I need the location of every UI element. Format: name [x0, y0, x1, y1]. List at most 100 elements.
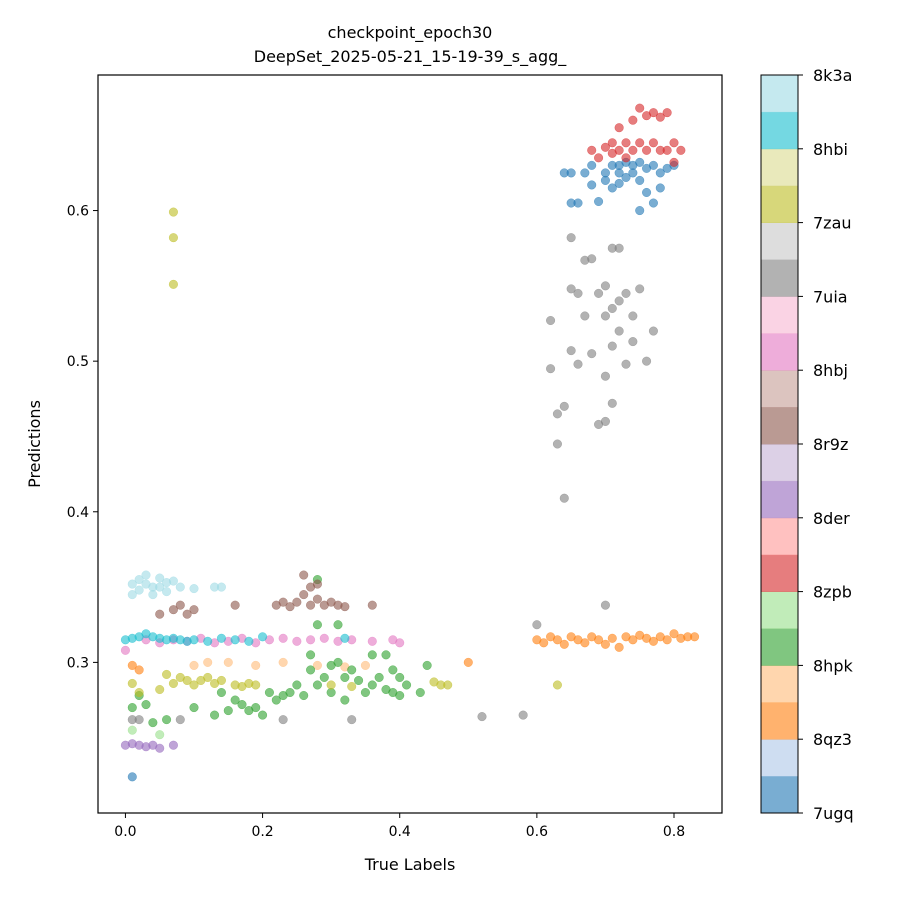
data-point	[340, 633, 350, 643]
data-point	[395, 672, 405, 683]
data-point	[587, 254, 597, 264]
data-point	[580, 168, 590, 178]
data-point	[552, 680, 562, 690]
data-point	[648, 160, 658, 170]
y-tick-label: 0.5	[67, 354, 89, 370]
data-point	[278, 597, 288, 607]
colorbar-segment	[761, 480, 798, 519]
data-point	[621, 138, 631, 148]
data-point	[594, 288, 604, 298]
data-point	[168, 740, 178, 750]
data-point	[594, 635, 604, 645]
data-point	[628, 145, 638, 155]
colorbar-segment	[761, 776, 798, 814]
data-point	[162, 587, 172, 597]
data-point	[614, 123, 624, 133]
data-point	[251, 680, 261, 690]
data-point	[347, 681, 357, 692]
data-point	[155, 730, 165, 740]
data-point	[594, 196, 604, 207]
data-point	[168, 605, 178, 615]
data-point	[607, 341, 617, 351]
colorbar-segment	[761, 591, 798, 629]
data-point	[648, 108, 658, 118]
data-point	[607, 183, 617, 193]
data-point	[422, 660, 432, 670]
data-point	[127, 590, 137, 600]
data-point	[539, 638, 549, 648]
colorbar-segment	[761, 739, 798, 777]
data-point	[367, 680, 377, 690]
data-point	[333, 620, 343, 630]
data-point	[155, 609, 165, 619]
colorbar-segment	[761, 665, 798, 703]
data-point	[148, 590, 158, 600]
data-point	[216, 687, 226, 698]
data-point	[655, 112, 665, 122]
data-point	[546, 315, 556, 326]
x-tick-label: 0.0	[114, 824, 136, 840]
data-point	[203, 672, 213, 683]
data-point	[285, 687, 295, 698]
x-tick-label: 0.2	[251, 824, 273, 840]
data-point	[189, 660, 199, 670]
data-point	[203, 657, 213, 667]
data-point	[600, 142, 610, 152]
data-point	[614, 168, 624, 178]
colorbar-tick-label: 7zau	[813, 214, 852, 233]
data-point	[587, 145, 597, 155]
data-point	[264, 687, 274, 698]
data-point	[443, 680, 453, 690]
data-point	[614, 145, 624, 155]
data-point	[306, 665, 316, 675]
data-point	[655, 183, 665, 193]
y-tick-label: 0.4	[67, 505, 89, 521]
data-point	[120, 645, 130, 655]
chart-title: checkpoint_epoch30	[328, 23, 493, 43]
data-point	[600, 639, 610, 649]
data-point	[175, 582, 185, 592]
data-point	[347, 665, 357, 675]
data-point	[251, 703, 261, 713]
colorbar-segment	[761, 333, 798, 371]
data-point	[607, 303, 617, 314]
colorbar-segment	[761, 702, 798, 740]
data-point	[621, 172, 631, 182]
colorbar-segment	[761, 296, 798, 334]
data-point	[230, 695, 240, 705]
colorbar-tick-label: 8zpb	[813, 583, 852, 602]
data-point	[326, 680, 336, 690]
data-point	[559, 639, 569, 649]
data-point	[312, 620, 322, 630]
colorbar-segment	[761, 148, 798, 187]
data-point	[258, 710, 268, 720]
data-point	[360, 687, 370, 698]
data-point	[566, 346, 576, 356]
data-point	[340, 602, 350, 612]
data-point	[642, 187, 652, 198]
data-point	[168, 207, 178, 217]
colorbar-tick-label: 7ugq	[813, 804, 854, 823]
data-point	[559, 493, 569, 503]
data-point	[230, 600, 240, 610]
data-point	[278, 715, 288, 725]
data-point	[148, 718, 158, 728]
data-point	[134, 665, 144, 675]
data-point	[402, 680, 412, 690]
data-point	[621, 288, 631, 298]
colorbar-segment	[761, 407, 798, 445]
data-point	[600, 175, 610, 185]
data-point	[600, 416, 610, 426]
data-point	[299, 690, 309, 701]
colorbar-tick-label: 8hbj	[813, 361, 848, 380]
colorbar-tick-label: 8qz3	[813, 730, 852, 749]
data-point	[258, 632, 268, 642]
x-axis-ticks: 0.0 0.2 0.4 0.6 0.8	[114, 813, 685, 840]
data-point	[271, 695, 281, 705]
data-point	[367, 636, 377, 646]
data-point	[635, 138, 645, 148]
data-point	[230, 635, 240, 645]
data-point	[306, 650, 316, 660]
data-point	[155, 743, 165, 753]
